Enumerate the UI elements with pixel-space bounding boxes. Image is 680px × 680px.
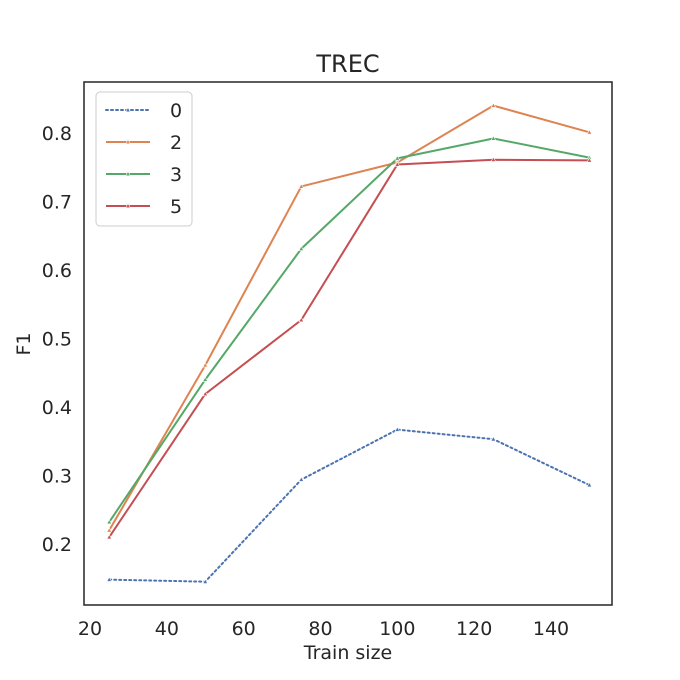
data-point [490, 102, 497, 108]
legend-label: 5 [170, 196, 182, 218]
legend-item-5: 5 [106, 196, 182, 218]
y-tick-label: 0.6 [42, 260, 72, 282]
series-line-3 [108, 137, 590, 523]
data-point [298, 245, 305, 251]
y-axis-label: F1 [13, 332, 35, 355]
data-point [394, 426, 401, 432]
data-point [202, 578, 209, 584]
plot-frame [83, 81, 613, 606]
data-point [298, 316, 305, 323]
series-layer [106, 102, 593, 584]
data-point [106, 527, 113, 533]
legend-label: 2 [170, 132, 182, 154]
legend-marker [125, 170, 131, 177]
legend-marker [125, 202, 131, 209]
legend-item-3: 3 [106, 164, 182, 186]
series-line-5 [108, 158, 590, 538]
y-tick-label: 0.4 [42, 397, 72, 419]
data-point [106, 518, 113, 525]
data-point [106, 533, 113, 540]
x-tick-label: 60 [232, 618, 256, 640]
series-line-0 [108, 428, 591, 583]
data-point [586, 481, 593, 488]
legend-label: 3 [170, 164, 182, 186]
data-point [490, 156, 497, 162]
data-point [202, 376, 209, 382]
x-tick-label: 40 [155, 618, 179, 640]
x-axis-label: Train size [303, 642, 392, 664]
y-tick-label: 0.8 [42, 123, 72, 145]
x-tick-label: 120 [456, 618, 492, 640]
x-tick-label: 80 [308, 618, 332, 640]
legend-marker [125, 138, 131, 145]
series-3 [106, 135, 593, 525]
y-tick-label: 0.2 [42, 534, 72, 556]
y-tick-label: 0.5 [42, 329, 72, 351]
data-point [202, 390, 209, 397]
x-tick-label: 20 [78, 618, 102, 640]
x-axis-ticks: 20 40 60 80 100 120 140 [78, 618, 569, 640]
data-point [106, 576, 113, 582]
series-2 [106, 102, 593, 533]
legend-box [95, 91, 193, 227]
y-axis-ticks: 0.2 0.3 0.4 0.5 0.6 0.7 0.8 [42, 123, 72, 556]
chart-title: TREC [315, 50, 379, 78]
data-point [586, 129, 593, 135]
legend: 0 2 3 5 [95, 91, 193, 227]
data-point [298, 476, 305, 482]
x-tick-label: 140 [533, 618, 569, 640]
series-0 [106, 426, 593, 584]
data-point [490, 135, 497, 141]
legend-item-0: 0 [105, 100, 182, 122]
data-point [490, 435, 497, 442]
series-5 [106, 156, 593, 540]
data-point [202, 361, 209, 368]
series-line-2 [108, 104, 590, 531]
legend-item-2: 2 [106, 132, 182, 154]
legend-label: 0 [170, 100, 182, 122]
data-point [586, 157, 593, 163]
data-point [298, 183, 305, 189]
y-tick-label: 0.7 [42, 192, 72, 214]
data-point [394, 155, 401, 161]
x-tick-label: 100 [379, 618, 415, 640]
data-point [394, 161, 401, 167]
y-tick-label: 0.3 [42, 466, 72, 488]
legend-marker [125, 106, 131, 113]
